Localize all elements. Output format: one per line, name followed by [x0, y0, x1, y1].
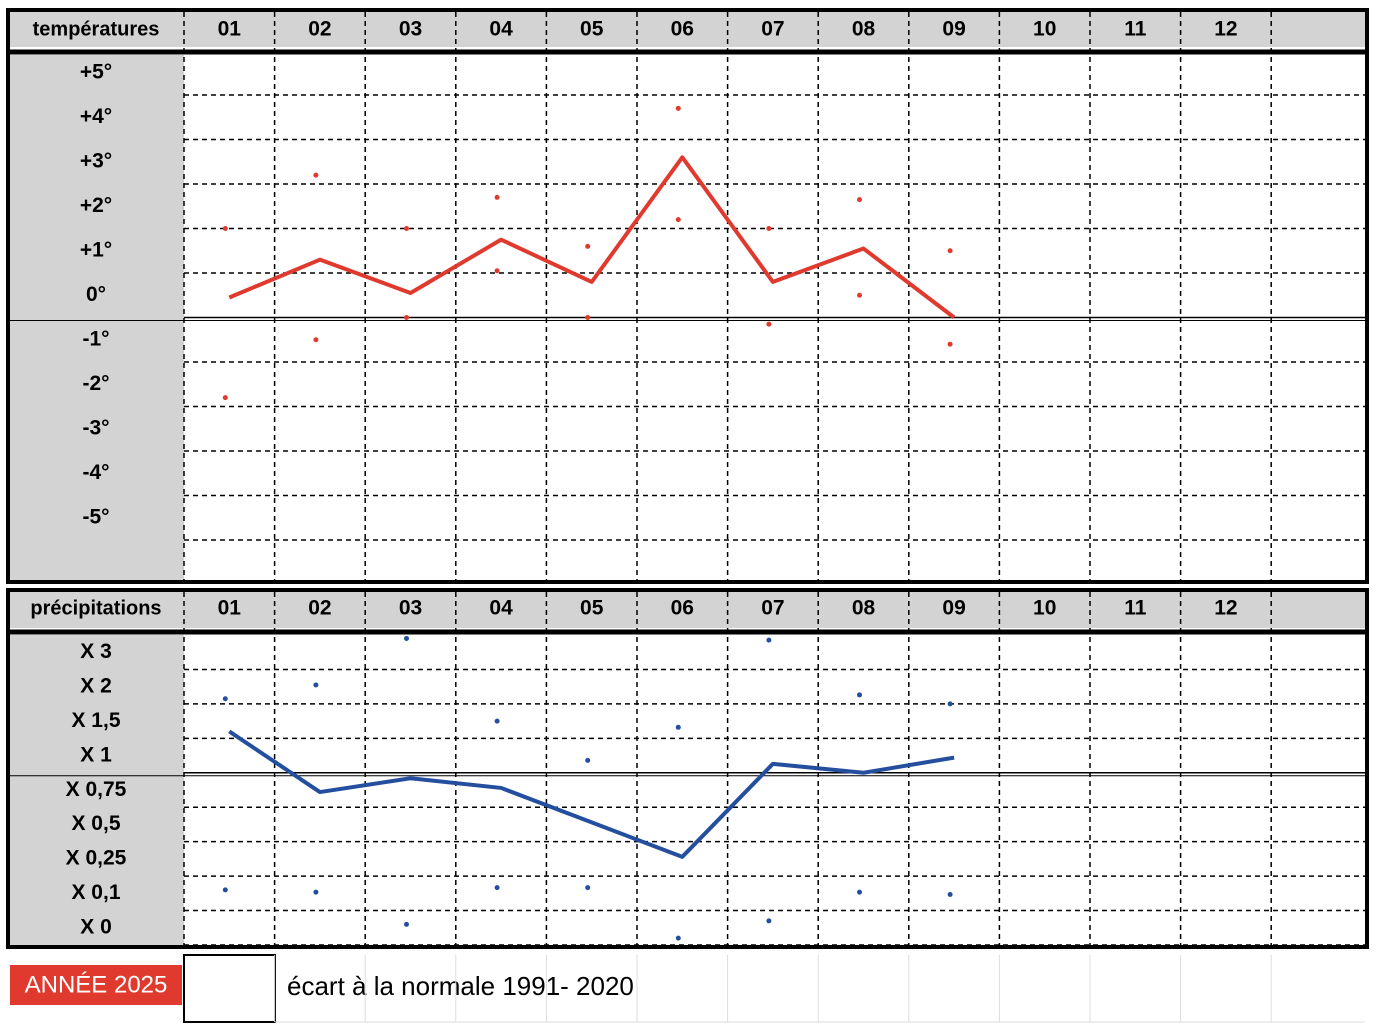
- x-tick-label: 12: [1214, 597, 1237, 620]
- y-tick-label: -2°: [82, 372, 109, 395]
- year-bg: [10, 965, 182, 1005]
- x-tick-label: 08: [852, 18, 876, 41]
- x-tick-label: 12: [1214, 18, 1237, 41]
- x-tick-label: 05: [580, 597, 604, 620]
- y-tick-label: X 0,5: [71, 812, 120, 835]
- panel-border: [6, 8, 1369, 584]
- dot: [494, 194, 500, 200]
- year-label: ANNÉE 2025: [25, 971, 168, 998]
- dot: [947, 248, 953, 254]
- x-tick-label: 11: [1124, 18, 1147, 41]
- x-tick-label: 07: [761, 18, 784, 41]
- x-tick-label: 01: [218, 597, 242, 620]
- dot: [766, 918, 772, 924]
- y-tick-label: +2°: [80, 194, 112, 217]
- dot: [222, 395, 228, 401]
- x-tick-label: 04: [489, 18, 513, 41]
- x-tick-label: 02: [308, 597, 331, 620]
- dot: [494, 268, 500, 274]
- dot: [675, 105, 681, 111]
- note: écart à la normale 1991- 2020: [287, 971, 634, 1001]
- dot: [766, 637, 772, 643]
- dot: [675, 935, 681, 941]
- dot: [857, 197, 862, 203]
- dot: [494, 718, 500, 724]
- y-tick-label: X 3: [80, 640, 112, 663]
- dot: [222, 887, 228, 893]
- series-line: [228, 729, 955, 859]
- dot: [313, 889, 319, 895]
- dot: [675, 217, 681, 223]
- temp-header-bg: [10, 12, 1365, 47]
- prec-title: précipitations: [30, 597, 161, 619]
- y-tick-label: X 2: [80, 674, 112, 697]
- y-tick-label: X 1,5: [71, 709, 120, 732]
- x-tick-label: 07: [761, 597, 784, 620]
- dot: [313, 172, 319, 178]
- dot: [404, 635, 409, 641]
- x-tick-label: 02: [308, 18, 331, 41]
- x-tick-label: 06: [671, 597, 694, 620]
- dot: [404, 226, 409, 232]
- x-tick-label: 09: [942, 18, 965, 41]
- temp-label-col: [10, 55, 184, 580]
- y-tick-label: +5°: [80, 61, 112, 84]
- dot: [947, 701, 953, 707]
- dot: [585, 315, 591, 320]
- y-tick-label: -3°: [82, 417, 109, 440]
- dot: [766, 226, 772, 232]
- dot: [585, 757, 591, 763]
- dot: [494, 885, 500, 891]
- dot: [766, 321, 772, 327]
- x-tick-label: 10: [1033, 597, 1056, 620]
- y-tick-label: X 0,1: [71, 881, 120, 904]
- dot: [222, 226, 228, 232]
- y-tick-label: +1°: [80, 239, 112, 262]
- dot: [404, 921, 409, 927]
- panel-border: [6, 588, 1369, 949]
- footer-box: [183, 954, 276, 1023]
- x-tick-label: 04: [489, 597, 513, 620]
- series-line: [228, 155, 956, 320]
- dot: [947, 341, 953, 347]
- temp-title: températures: [33, 18, 160, 40]
- y-tick-label: 0°: [86, 283, 106, 306]
- y-tick-label: X 0: [80, 916, 112, 939]
- y-tick-label: -5°: [82, 506, 109, 529]
- x-tick-label: 01: [218, 18, 242, 41]
- prec-header-bg: [10, 590, 1365, 628]
- x-tick-label: 06: [671, 18, 694, 41]
- dot: [857, 292, 862, 298]
- y-tick-label: +4°: [80, 105, 112, 128]
- x-tick-label: 03: [399, 597, 422, 620]
- y-tick-label: -1°: [82, 328, 109, 351]
- x-tick-label: 11: [1124, 597, 1147, 620]
- prec-label-col: [10, 635, 184, 945]
- dot: [222, 696, 228, 702]
- dot: [313, 682, 319, 688]
- dot: [857, 889, 862, 895]
- x-tick-label: 08: [852, 597, 876, 620]
- x-tick-label: 10: [1033, 18, 1056, 41]
- y-tick-label: X 1: [80, 743, 112, 766]
- x-tick-label: 05: [580, 18, 604, 41]
- dot: [585, 885, 591, 891]
- dot: [313, 337, 319, 343]
- dot: [404, 315, 409, 320]
- dot: [585, 243, 591, 249]
- dot: [857, 692, 862, 698]
- y-tick-label: -4°: [82, 461, 109, 484]
- y-tick-label: +3°: [80, 150, 112, 173]
- y-tick-label: X 0,75: [66, 778, 127, 801]
- x-tick-label: 03: [399, 18, 422, 41]
- y-tick-label: X 0,25: [66, 847, 127, 870]
- x-tick-label: 09: [942, 597, 965, 620]
- dot: [675, 724, 681, 730]
- dot: [947, 891, 953, 897]
